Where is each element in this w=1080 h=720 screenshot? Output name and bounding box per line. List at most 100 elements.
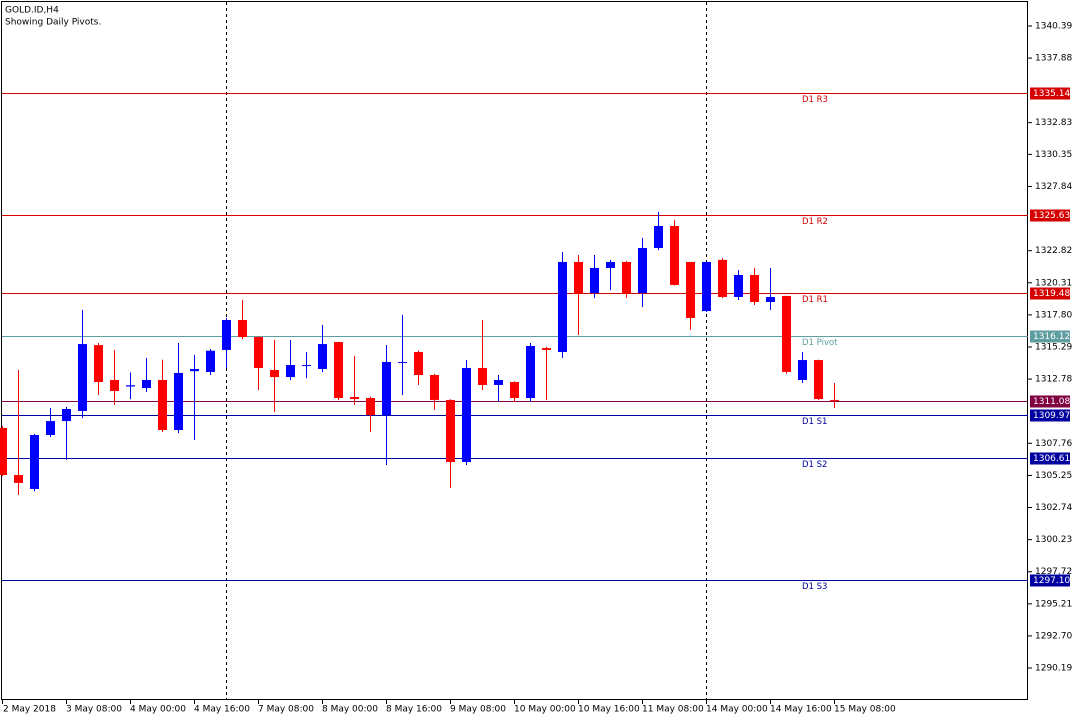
price-label-bg (1030, 395, 1070, 408)
pivot-name: D1 S1 (802, 417, 827, 427)
y-tick-label: 1317.80 (1035, 310, 1072, 320)
y-tick-label: 1295.21 (1035, 599, 1072, 609)
plot-border (1, 1, 1028, 700)
x-tick-label: 3 May 08:00 (66, 705, 122, 715)
candle-body (542, 348, 551, 350)
candle-body (0, 427, 7, 476)
pivot-name: D1 Pivot (802, 338, 838, 348)
candle-body (238, 320, 247, 338)
price-label-bg (1030, 330, 1070, 343)
candle-body (462, 367, 471, 462)
y-tick-label: 1305.25 (1035, 471, 1072, 481)
chart-title: GOLD.ID,H4 (5, 6, 59, 16)
candle-body (494, 379, 503, 385)
candle-body (670, 226, 679, 285)
candle-body (414, 351, 423, 376)
x-tick-label: 10 May 16:00 (578, 705, 640, 715)
x-tick-label: 14 May 00:00 (706, 705, 768, 715)
candle-body (78, 344, 87, 411)
x-tick-label: 14 May 16:00 (770, 705, 832, 715)
candle-body (574, 261, 583, 294)
candle-body (638, 247, 647, 294)
price-label: 1297.10 (1033, 576, 1070, 586)
pivot-name: D1 S2 (802, 460, 827, 470)
candle-body (734, 274, 743, 297)
price-label: 1335.14 (1033, 89, 1070, 99)
candle-body (798, 360, 807, 380)
candle-body (654, 226, 663, 248)
y-tick-label: 1332.83 (1035, 118, 1072, 128)
candle-body (46, 421, 55, 435)
y-tick-label: 1337.88 (1035, 54, 1072, 64)
candle-body (590, 267, 599, 294)
y-tick-label: 1302.74 (1035, 503, 1072, 513)
y-tick-label: 1315.29 (1035, 342, 1072, 352)
x-tick-label: 11 May 08:00 (642, 705, 704, 715)
pivot-name: D1 R2 (802, 217, 828, 227)
candle-body (526, 345, 535, 399)
price-label-bg (1030, 87, 1070, 100)
candle-body (270, 370, 279, 378)
x-tick-label: 4 May 00:00 (130, 705, 186, 715)
price-label-bg (1030, 574, 1070, 587)
candle-body (558, 261, 567, 352)
x-tick-label: 8 May 16:00 (386, 705, 442, 715)
candle-body (510, 382, 519, 399)
y-tick-label: 1322.82 (1035, 246, 1072, 256)
y-tick-label: 1290.19 (1035, 664, 1072, 674)
candle-body (142, 379, 151, 389)
candle-body (334, 342, 343, 399)
pivot-name: D1 R1 (802, 295, 828, 305)
x-tick-label: 15 May 08:00 (834, 705, 896, 715)
x-tick-label: 10 May 00:00 (514, 705, 576, 715)
y-tick-label: 1327.84 (1035, 182, 1072, 192)
candle-body (94, 345, 103, 383)
y-tick-label: 1320.31 (1035, 278, 1072, 288)
candle-body (158, 379, 167, 431)
x-tick-label: 9 May 08:00 (450, 705, 506, 715)
candle-body (350, 397, 359, 400)
candle-body (222, 320, 231, 350)
candle-body (606, 261, 615, 268)
candle-body (254, 337, 263, 368)
candle-body (318, 344, 327, 369)
price-label: 1311.08 (1033, 397, 1070, 407)
chart-subtitle: Showing Daily Pivots. (5, 18, 101, 28)
candle-body (830, 399, 839, 401)
candle-body (430, 375, 439, 400)
y-tick-label: 1307.76 (1035, 439, 1072, 449)
x-tick-label: 8 May 00:00 (322, 705, 378, 715)
y-tick-label: 1300.23 (1035, 535, 1072, 545)
price-label: 1306.61 (1033, 454, 1070, 464)
candle-body (30, 434, 39, 489)
candle-body (398, 361, 407, 363)
y-tick-label: 1330.35 (1035, 150, 1072, 160)
candle-body (110, 379, 119, 391)
y-tick-label: 1297.72 (1035, 567, 1072, 577)
candle-body (126, 385, 135, 387)
y-tick-label: 1340.39 (1035, 21, 1072, 31)
price-label-bg (1030, 287, 1070, 300)
candle-body (702, 261, 711, 312)
y-tick-label: 1312.78 (1035, 375, 1072, 385)
candle-body (446, 399, 455, 462)
price-label: 1325.63 (1033, 211, 1070, 221)
candle-body (302, 365, 311, 367)
x-tick-label: 2 May 2018 (3, 705, 56, 715)
x-tick-label: 7 May 08:00 (258, 705, 314, 715)
candle-body (62, 409, 71, 422)
price-label: 1319.48 (1033, 289, 1070, 299)
candle-body (190, 368, 199, 372)
candle-body (766, 296, 775, 302)
candle-body (622, 261, 631, 294)
candle-body (286, 365, 295, 378)
candle-body (206, 350, 215, 372)
candle-body (478, 367, 487, 385)
candle-body (366, 398, 375, 416)
pivot-name: D1 S3 (802, 582, 827, 592)
pivot-name: D1 R3 (802, 95, 828, 105)
candle-body (718, 259, 727, 297)
price-label-bg (1030, 209, 1070, 222)
